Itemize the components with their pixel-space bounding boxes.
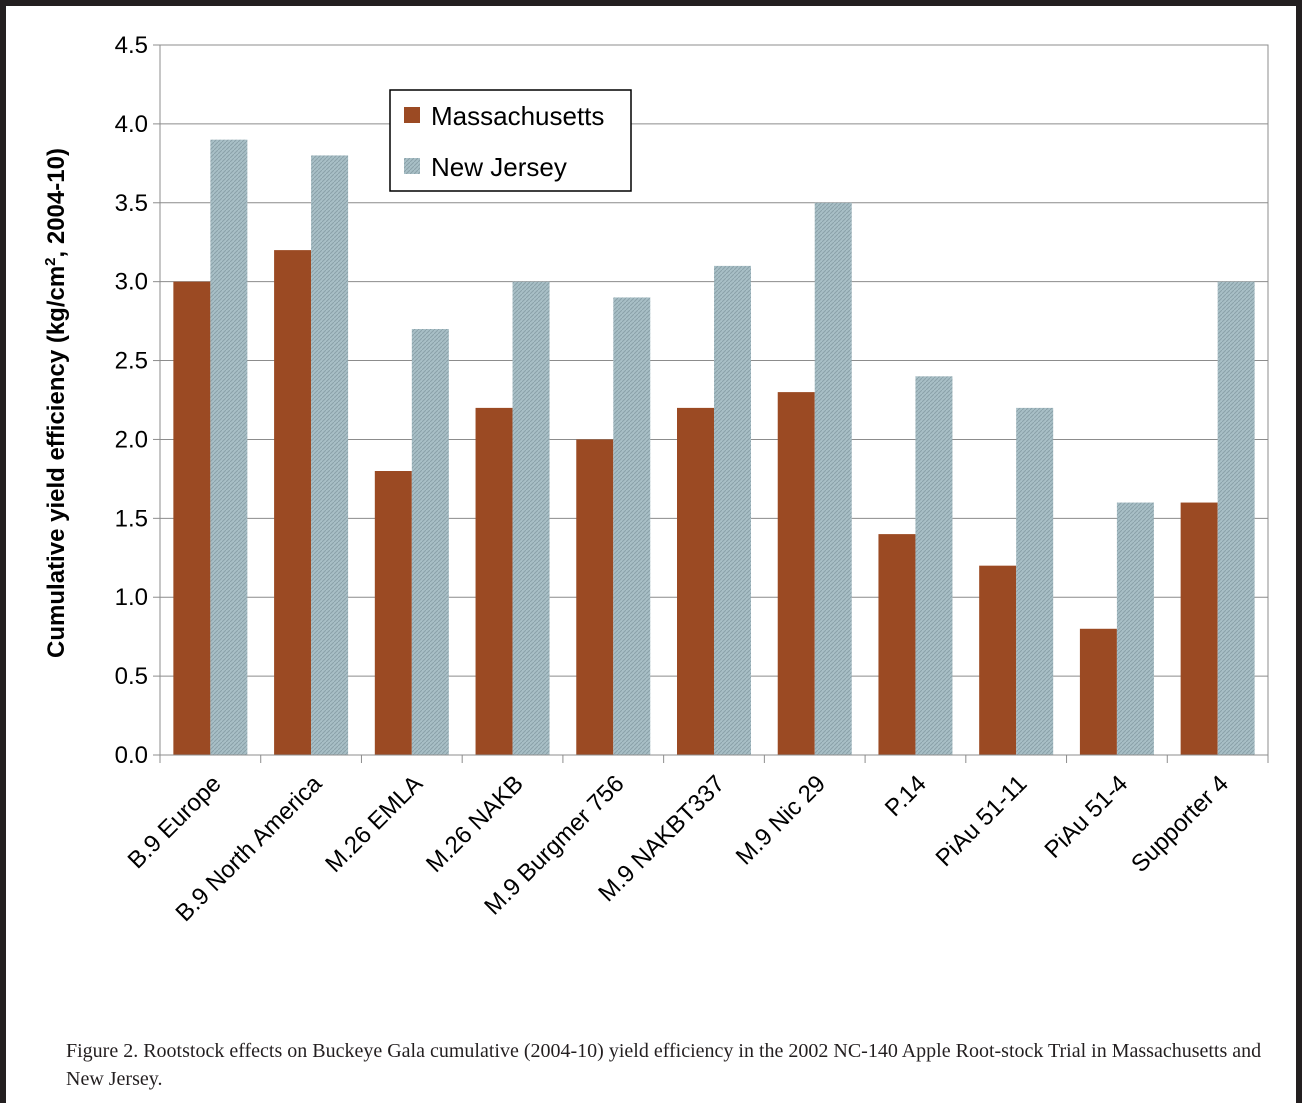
plot-area-border	[159, 44, 1269, 756]
y-tick-label: 2.5	[115, 348, 148, 375]
x-tick-label: Supporter 4	[1126, 770, 1234, 878]
bar-new-jersey	[1217, 281, 1255, 755]
bar-massachusetts	[677, 407, 714, 755]
axes	[159, 44, 1269, 763]
x-tick-label: PiAu 51-11	[931, 770, 1033, 872]
bar-massachusetts	[274, 250, 312, 755]
figure-caption: Figure 2. Rootstock effects on Buckeye G…	[66, 1040, 1262, 1090]
bar-new-jersey	[915, 376, 953, 755]
x-tick-label: M.26 NAKB	[421, 770, 529, 878]
bar-massachusetts	[173, 281, 211, 755]
bar-new-jersey	[613, 297, 651, 755]
y-tick-label: 4.0	[115, 111, 148, 138]
bar-new-jersey	[411, 329, 449, 755]
bar-new-jersey	[1016, 407, 1054, 755]
bar-chart: 0.0 0.5 1.0 1.5 2.0 2.5 3.0 3.5 4.0 4.5 B.9 Europ…	[42, 32, 1269, 927]
legend: Massachusetts New Jersey	[389, 89, 632, 192]
bar-new-jersey	[210, 139, 248, 755]
x-tick-label: PiAu 51-4	[1040, 770, 1134, 864]
legend-label-new-jersey: New Jersey	[431, 152, 567, 182]
bar-massachusetts	[1079, 628, 1117, 755]
bar-massachusetts	[576, 439, 614, 755]
x-tick-label: B.9 Europe	[123, 770, 227, 874]
x-tick-label: M.26 EMLA	[320, 770, 428, 878]
y-axis-title-superscript: 2	[42, 257, 59, 265]
y-tick-label: 1.5	[115, 505, 148, 532]
bar-new-jersey	[814, 202, 852, 755]
y-tick-labels: 0.0 0.5 1.0 1.5 2.0 2.5 3.0 3.5 4.0 4.5	[115, 32, 148, 769]
bar-new-jersey	[512, 281, 550, 755]
legend-box	[389, 89, 632, 192]
legend-label-massachusetts: Massachusetts	[431, 101, 604, 131]
bar-massachusetts	[475, 407, 513, 755]
y-tick-label: 3.0	[115, 269, 148, 296]
x-tick-label: P.14	[880, 770, 932, 822]
y-tick-label: 1.0	[115, 584, 148, 611]
bar-new-jersey	[1116, 502, 1154, 755]
x-tick-label: M.9 Nic 29	[731, 770, 831, 870]
legend-swatch-new-jersey	[404, 158, 420, 174]
bar-massachusetts	[374, 471, 412, 755]
y-tick-label: 3.5	[115, 190, 148, 217]
legend-swatch-massachusetts	[404, 107, 420, 123]
bar-massachusetts	[1180, 502, 1218, 755]
bar-new-jersey	[714, 265, 751, 755]
bar-massachusetts	[878, 534, 916, 755]
bars	[173, 139, 1255, 755]
y-tick-label: 0.0	[115, 742, 148, 769]
y-tick-label: 4.5	[115, 32, 148, 59]
bar-massachusetts	[777, 392, 815, 755]
y-tick-label: 2.0	[115, 426, 148, 453]
y-axis-title-tail: , 2004-10)	[43, 148, 70, 257]
bar-massachusetts	[979, 565, 1017, 755]
y-tick-label: 0.5	[115, 663, 148, 690]
y-axis-title: Cumulative yield efficiency (kg/cm2, 200…	[42, 148, 70, 658]
bar-new-jersey	[311, 155, 349, 755]
